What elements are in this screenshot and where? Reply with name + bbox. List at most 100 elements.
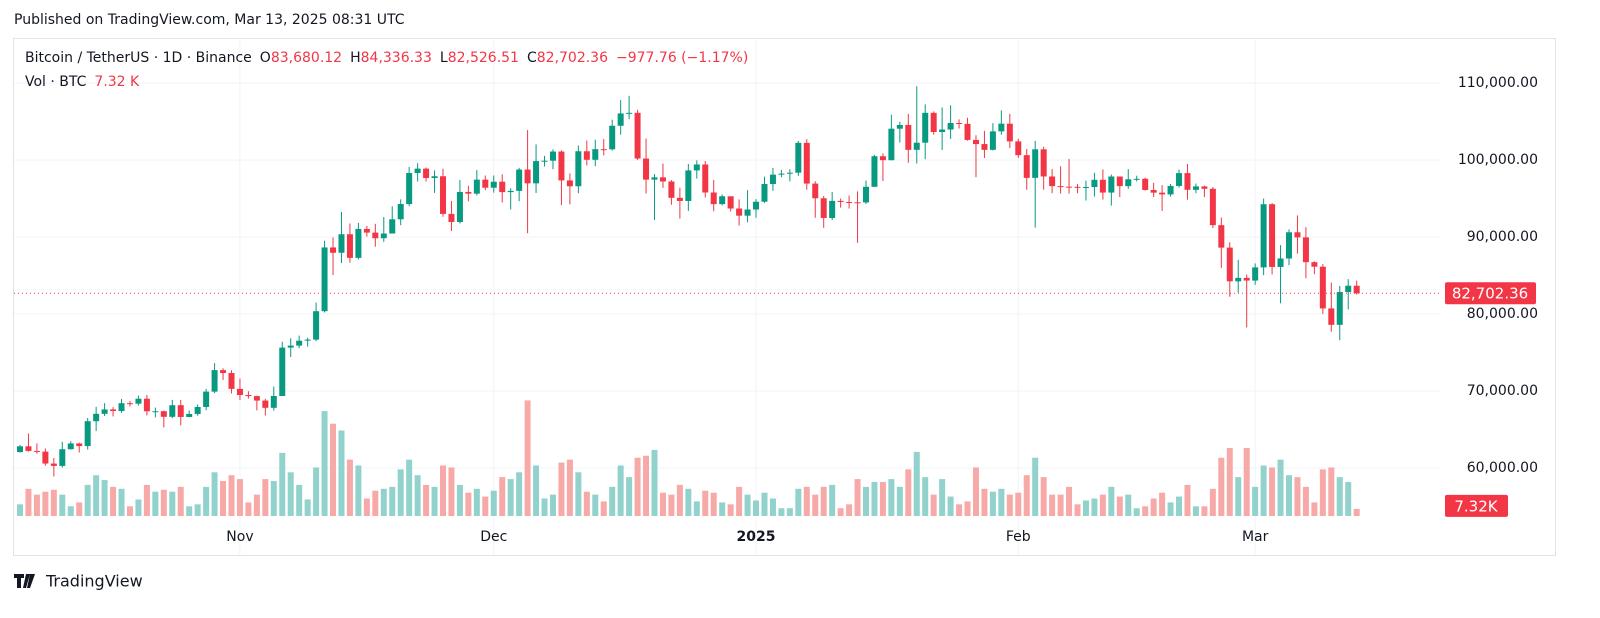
volume-bar [380,488,387,516]
candle-body [143,398,150,412]
volume-bar [1133,508,1140,516]
candle-body [693,164,700,171]
volume-bar [744,494,751,516]
candle-body [440,176,446,214]
volume-title: Vol · BTC [25,74,87,90]
volume-bar [228,475,235,516]
candle-body [1159,192,1166,195]
candle-body [888,128,895,161]
candle-body [220,370,227,374]
volume-bar [592,494,599,516]
volume-bar [1057,494,1064,516]
volume-bar [761,492,768,516]
volume-bar [440,465,446,516]
ohlc-value: 82,702.36 [536,50,609,66]
candle-body [820,198,827,218]
candle-body [67,443,74,450]
candle-body [558,151,565,181]
volume-bar [1294,477,1301,516]
volume-bar [93,475,100,516]
volume-bar [939,479,946,516]
volume-bar [736,486,743,516]
candle-body [50,463,57,466]
candle-body [879,156,886,161]
volume-bar [930,494,937,516]
candle-body [1133,178,1140,180]
candle-body [1116,176,1123,187]
volume-bar [414,475,421,516]
candle-body [1040,149,1047,177]
volume-bar [685,488,692,516]
chart-frame [13,38,1556,556]
candle-body [930,112,937,132]
candle-body [1082,187,1089,189]
candle-body [812,183,819,199]
volume-bar [1091,498,1098,516]
candle-body [270,395,277,408]
candle-body [211,370,218,392]
volume-bar [778,508,785,516]
volume-bar [668,494,675,516]
candle-body [330,247,337,253]
volume-bar [1252,486,1259,516]
candle-body [989,131,996,150]
brand: TradingView [45,572,143,591]
volume-bar [626,477,633,516]
candle-body [363,228,370,233]
candle-body [253,396,260,401]
candle-body [727,196,734,209]
candle-body [549,151,556,161]
x-tick-label: Feb [1006,529,1031,545]
candle-body [972,139,979,145]
volume-bar [1049,494,1056,516]
candle-body [236,388,243,396]
volume-bar [507,479,514,516]
y-tick-label: 70,000.00 [1467,383,1538,399]
candle-body [126,403,133,405]
candle-body [1201,186,1208,189]
volume-bar [1192,506,1199,516]
candle-body [1218,225,1225,248]
candle-body [203,391,210,407]
volume-bar [143,484,150,516]
candle-body [262,400,269,408]
candle-body [643,158,650,180]
volume-bar [126,506,133,516]
candle-body [981,144,988,150]
volume-bar [566,459,573,516]
candle-body [406,173,413,205]
volume-bar [1074,504,1081,516]
candle-body [1091,179,1098,188]
volume-bar [1032,457,1039,516]
volume-bar [617,465,624,516]
volume-bar [1235,477,1242,516]
volume-bar [575,472,582,516]
volume-bar [1159,492,1166,516]
volume-bar [1167,502,1174,516]
candle-body [1336,292,1343,325]
volume-bar [1286,475,1292,516]
volume-bar [1040,477,1047,516]
volume-bar [1336,477,1343,516]
volume-bar [829,484,836,516]
volume-bar [431,486,438,516]
volume-bar [59,494,66,516]
candle-body [1023,155,1030,178]
candle-body [152,411,159,413]
volume-bar [50,489,57,516]
volume-bar [1345,482,1352,516]
candle-body [786,172,793,174]
ohlc-key: L [439,50,448,66]
volume-bar [287,472,294,516]
volume-bar [1311,502,1318,516]
candle-body [287,345,294,348]
volume-bar [490,490,497,516]
volume-bar [363,498,370,516]
volume-bar [583,491,590,516]
volume-bar [482,496,489,516]
volume-bar [972,467,979,516]
candle-body [702,164,709,193]
volume-bar [727,504,734,516]
volume-bar [769,498,776,516]
volume-bar [152,491,159,516]
